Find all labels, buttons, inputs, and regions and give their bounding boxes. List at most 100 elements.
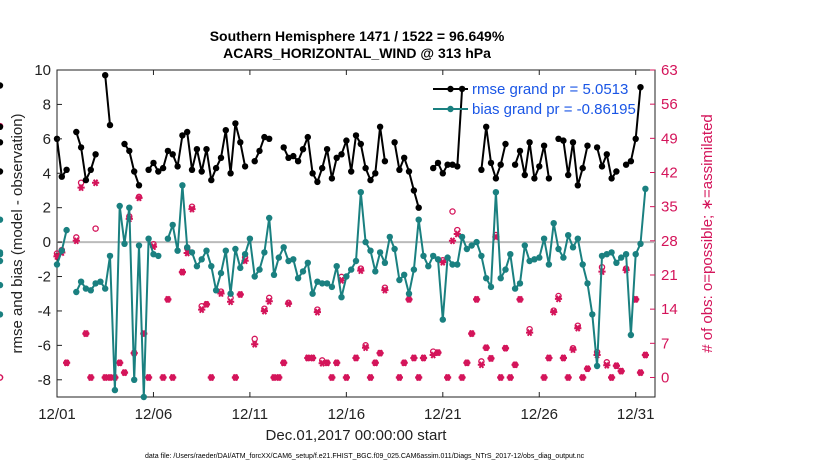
rmse-point [405, 168, 413, 175]
rmse-point [526, 139, 533, 146]
rmse-point [540, 142, 548, 149]
rmse-point [569, 139, 577, 146]
bias-point [0, 281, 4, 289]
rmse-point [333, 154, 340, 161]
legend-rmse-label: rmse grand pr = 5.0513 [472, 81, 628, 98]
bias-point [232, 245, 239, 253]
rmse-point [251, 158, 258, 165]
rmse-point [0, 139, 4, 146]
y-tick-label: 6 [43, 131, 51, 148]
y-axis-left: -8 -6 -4 -2 0 2 4 6 8 10 [34, 62, 62, 389]
rmse-point [256, 147, 263, 155]
x-tick-label: 12/21 [424, 406, 462, 423]
rmse-point [565, 171, 572, 179]
bias-point [372, 268, 379, 275]
obs-assimilated-marker [323, 359, 331, 367]
y-tick-label: -8 [38, 372, 51, 389]
bias-point [396, 276, 403, 284]
x-tick-label: 12/31 [617, 406, 655, 423]
bias-point [579, 261, 586, 268]
obs-assimilated-marker [260, 307, 268, 315]
obs-possible-marker [251, 335, 258, 343]
rmse-point [372, 170, 379, 177]
rmse-point [632, 135, 639, 142]
rmse-point [73, 128, 80, 136]
x-tick-label: 12/06 [135, 406, 173, 423]
obs-assimilated-marker [516, 295, 524, 304]
rmse-point [637, 84, 644, 91]
bias-point [357, 189, 364, 196]
bias-point [405, 290, 413, 297]
rmse-point [627, 158, 635, 165]
bias-point [352, 257, 360, 265]
rmse-point [511, 161, 519, 168]
obs-assimilated-marker [376, 349, 384, 357]
rmse-point [217, 154, 225, 161]
rmse-point [516, 147, 524, 155]
bias-point [58, 247, 65, 254]
plot-area [0, 70, 656, 401]
bias-point [97, 278, 104, 285]
bias-point [468, 242, 475, 249]
bias-point [439, 316, 446, 323]
bias-point [179, 182, 186, 189]
rmse-point [545, 175, 553, 182]
rmse-point [434, 159, 442, 167]
bias-point [483, 275, 490, 282]
rmse-point [357, 140, 364, 148]
rmse-point [415, 204, 422, 211]
obs-possible-marker [449, 208, 456, 215]
rmse-point [502, 140, 509, 148]
chart-title: Southern Hemisphere 1471 / 1522 = 96.649… [210, 28, 505, 44]
bias-point [323, 280, 331, 287]
obs-assimilated-marker [265, 297, 273, 305]
rmse-point [237, 139, 244, 146]
bias-point [256, 266, 263, 273]
obs-assimilated-marker [497, 373, 505, 382]
rmse-point [328, 175, 336, 182]
bias-point [589, 311, 596, 318]
obs-assimilated-marker [236, 290, 244, 299]
bias-point [444, 254, 451, 261]
bias-point [511, 285, 519, 292]
obs-assimilated-marker [333, 359, 341, 367]
bias-point [280, 244, 287, 251]
rmse-point [362, 164, 369, 172]
obs-assimilated-marker [434, 348, 442, 357]
obs-assimilated-marker [280, 359, 288, 367]
rmse-point [497, 161, 504, 168]
rmse-point [367, 176, 374, 184]
y-tick-label: 10 [34, 62, 51, 79]
y-right-tick-label: 42 [661, 164, 678, 181]
bias-point [458, 233, 466, 241]
rmse-point [261, 133, 268, 141]
obs-assimilated-marker [313, 308, 321, 316]
bias-point [212, 287, 220, 294]
y-axis-right: 0 7 14 21 28 35 42 49 56 63 [650, 62, 678, 386]
rmse-point [478, 166, 485, 173]
bias-point [164, 235, 172, 242]
bias-point [618, 254, 625, 261]
y-tick-label: -2 [38, 269, 51, 286]
obs-assimilated-marker [400, 359, 408, 367]
rmse-point [150, 159, 157, 167]
bias-point [598, 252, 606, 260]
bias-point [169, 221, 176, 229]
bias-point [135, 242, 143, 249]
rmse-point [92, 151, 99, 158]
obs-assimilated-marker [352, 354, 360, 362]
rmse-point [135, 182, 143, 189]
rmse-point [77, 144, 85, 151]
obs-assimilated-marker [419, 354, 428, 362]
obs-assimilated-marker [608, 373, 616, 382]
obs-assimilated-marker [362, 344, 370, 352]
rmse-point [241, 163, 249, 170]
bias-point [507, 251, 514, 258]
obs-assimilated-marker [328, 373, 336, 382]
rmse-point [323, 146, 331, 153]
rmse-point [198, 168, 205, 175]
rmse-point [555, 135, 562, 142]
bias-point [73, 288, 80, 296]
bias-point [106, 252, 114, 260]
bias-point [367, 247, 374, 254]
